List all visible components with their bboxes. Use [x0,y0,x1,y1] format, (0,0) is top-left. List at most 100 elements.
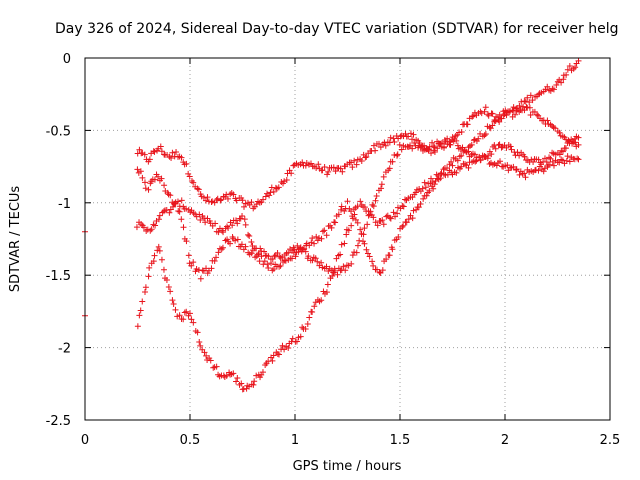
data-point [485,152,492,159]
data-point [304,321,311,328]
data-point [319,167,326,174]
data-point [543,158,550,165]
data-point [391,152,398,159]
data-point [559,148,566,155]
data-point [137,307,144,314]
data-point [521,98,528,105]
data-point [156,247,163,254]
data-point [335,211,342,218]
data-point [372,219,379,226]
data-point [330,164,337,171]
data-point [572,139,579,146]
data-point [215,249,222,256]
data-point [541,165,548,172]
data-point [352,216,359,223]
data-point [342,267,349,274]
data-point [438,170,445,177]
data-point [183,238,190,245]
data-point [318,259,325,266]
data-point [556,159,563,166]
data-point [328,224,335,231]
data-point [337,165,344,172]
data-point [233,378,240,385]
data-point [245,231,252,238]
data-point [275,184,282,191]
data-point [219,244,226,251]
data-point [372,197,379,204]
data-point [492,145,499,152]
data-point [276,263,283,270]
data-point [338,203,345,210]
data-point [188,316,195,323]
data-point [218,227,225,234]
data-point [185,252,192,259]
data-point [399,202,406,209]
data-point [513,167,520,174]
data-point [239,213,246,220]
data-point [146,264,153,271]
data-point [315,161,322,168]
data-point [145,273,152,280]
data-point [213,254,220,261]
data-point [333,255,340,262]
data-point [563,71,570,78]
data-point [268,260,275,267]
data-point [308,239,315,246]
data-point [324,171,331,178]
data-point [256,258,263,265]
data-point [389,246,396,253]
data-point [464,121,471,128]
data-point [248,238,255,245]
data-point [478,110,485,117]
data-point [152,222,159,229]
data-point [378,181,385,188]
data-point [351,157,358,164]
data-point [148,226,155,233]
data-point [462,161,469,168]
data-point [299,159,306,166]
data-point [440,144,447,151]
data-point [434,175,441,182]
data-point [512,111,519,118]
data-point [229,222,236,229]
data-point [306,242,313,249]
data-point [147,227,154,234]
data-point [283,177,290,184]
data-point [513,166,520,173]
data-point [238,380,245,387]
data-point [470,137,477,144]
data-point [372,147,379,154]
data-point [400,222,407,229]
data-point [261,258,268,265]
data-point [334,271,341,278]
data-point [489,122,496,129]
data-point [361,225,368,232]
data-point [507,143,514,150]
data-point [137,168,144,175]
y-tick-label: -2.5 [46,414,71,429]
data-point [142,284,149,291]
data-point [550,86,557,93]
data-point [400,203,407,210]
data-point [465,164,472,171]
data-point [575,156,582,163]
data-point [477,156,484,163]
data-point [305,253,312,260]
data-point [489,110,496,117]
data-point [380,221,387,228]
data-point [313,233,320,240]
data-point [309,257,316,264]
data-point [163,277,170,284]
data-point [402,196,409,203]
data-point [430,143,437,150]
data-point [213,363,220,370]
x-axis-label: GPS time / hours [293,459,402,474]
data-point [197,275,204,282]
data-point [178,197,185,204]
data-point [565,137,572,144]
data-point [202,197,209,204]
y-tick-label: -1 [58,197,71,212]
data-point [237,215,244,222]
data-point [343,231,350,238]
